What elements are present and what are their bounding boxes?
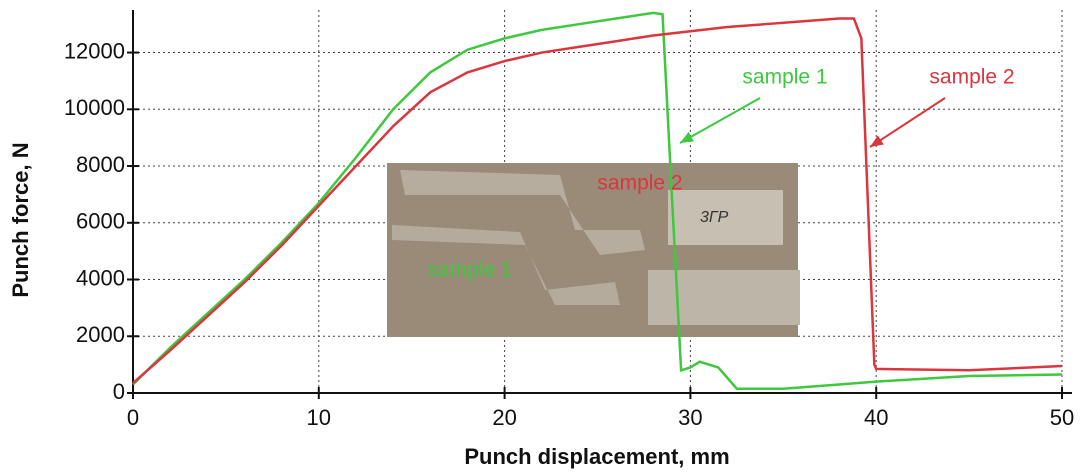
y-tick-label: 0 <box>113 379 125 404</box>
data-line <box>132 11 1063 390</box>
series-annotation: sample 1 <box>742 66 827 89</box>
inset-photo: 3ГР <box>387 163 800 337</box>
inset-label: sample 2 <box>597 172 682 195</box>
x-tick-label: 0 <box>127 405 139 430</box>
y-tick-label: 10000 <box>64 95 125 120</box>
annotation-arrow <box>679 97 761 144</box>
arrow-head <box>870 135 884 147</box>
x-axis-label: Punch displacement, mm <box>464 444 729 469</box>
svg-text:3ГР: 3ГР <box>700 209 729 226</box>
y-tick-label: 6000 <box>76 209 125 234</box>
x-tick-label: 10 <box>307 405 331 430</box>
y-tick-label: 4000 <box>76 265 125 290</box>
y-tick-label: 2000 <box>76 322 125 347</box>
x-tick-label: 30 <box>678 405 702 430</box>
x-tick-label: 40 <box>864 405 888 430</box>
inset-label: sample 1 <box>427 259 512 282</box>
y-tick-label: 8000 <box>76 152 125 177</box>
y-tick-label: 12000 <box>64 38 125 63</box>
x-tick-label: 20 <box>492 405 516 430</box>
arrow-head <box>680 131 694 143</box>
y-axis-label: Punch force, N <box>8 142 33 297</box>
series-annotation: sample 2 <box>929 66 1014 89</box>
x-tick-label: 50 <box>1050 405 1074 430</box>
annotation-arrow <box>869 97 946 148</box>
data-line <box>132 17 1063 385</box>
